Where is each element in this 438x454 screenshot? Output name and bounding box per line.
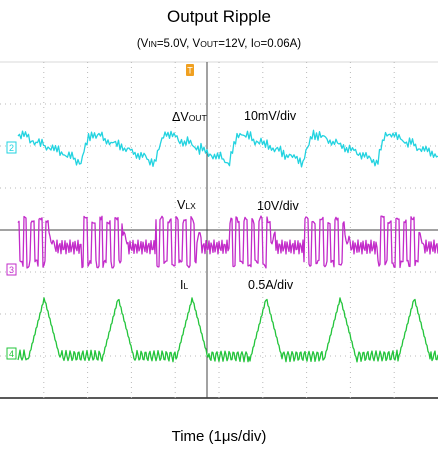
scale-ch4: 0.5A/div (248, 278, 294, 292)
subtitle-vout-sub: OUT (200, 39, 219, 49)
channel-4-marker-box (6, 347, 17, 360)
scope-traces (17, 129, 438, 363)
channel-4-marker-text: 4 (9, 349, 14, 359)
channel-3-marker-box (6, 263, 17, 276)
channel-3-marker-text: 3 (9, 265, 14, 275)
subtitle-io-value: =0.06A) (260, 38, 302, 50)
label-delta-vout-main: ΔV (172, 110, 189, 124)
scale-ch2: 10mV/div (244, 109, 297, 123)
channel-2-marker: 2 (6, 141, 17, 154)
scope-grid (0, 61, 438, 399)
trigger-marker-box (186, 64, 194, 76)
trace-channel-2-vout-ripple (17, 129, 438, 168)
chart-title: Output Ripple (167, 7, 271, 26)
subtitle-vin-value: =5.0V, V (156, 38, 201, 50)
label-il: IL (180, 278, 188, 292)
subtitle-vin-sub: IN (148, 39, 157, 49)
trigger-marker-text: T (187, 66, 193, 76)
scale-ch3: 10V/div (257, 199, 299, 213)
label-il-main: I (180, 278, 183, 292)
channel-3-marker: 3 (6, 263, 17, 276)
label-delta-vout-sub: OUT (189, 113, 207, 123)
channel-2-marker-text: 2 (9, 143, 14, 153)
channel-4-marker: 4 (6, 347, 17, 360)
trace-channel-4-il (17, 297, 438, 363)
subtitle-io-sub: O (253, 39, 261, 49)
label-vlx: VLX (177, 198, 196, 212)
subtitle-vout-value: =12V, I (218, 38, 254, 50)
chart-subtitle: (VIN=5.0V, VOUT=12V, IO=0.06A) (0, 38, 438, 50)
label-vlx-main: V (177, 198, 186, 212)
channel-2-marker-box (6, 141, 17, 154)
label-vlx-sub: LX (185, 201, 196, 211)
label-delta-vout: ΔVOUT (172, 110, 207, 124)
subtitle-open: (V (136, 38, 149, 50)
label-il-sub: L (183, 281, 188, 291)
trigger-marker: T (186, 64, 194, 76)
trace-channel-3-vlx (17, 215, 438, 269)
x-axis-label: Time (1μs/div) (171, 428, 267, 445)
